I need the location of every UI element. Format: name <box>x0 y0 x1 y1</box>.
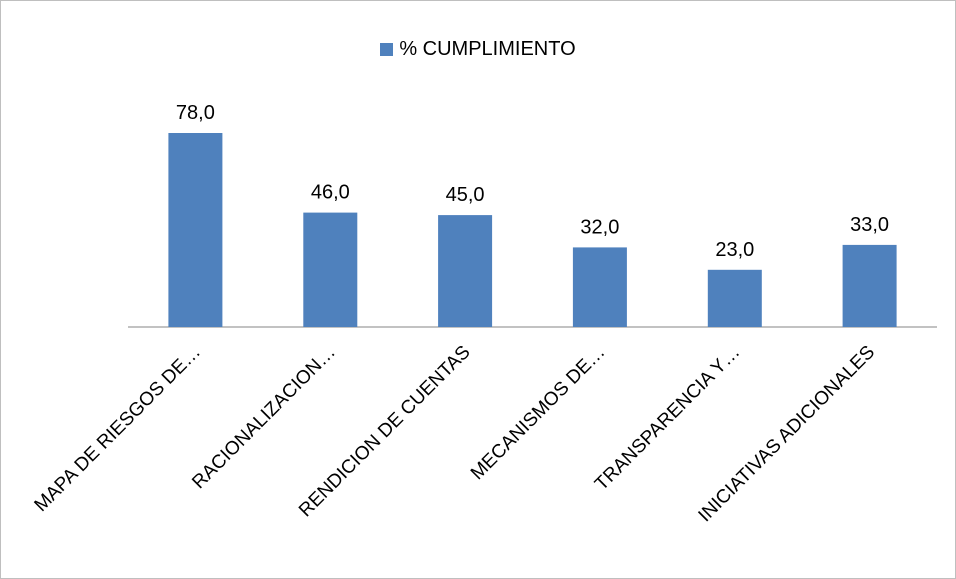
bar <box>842 244 897 327</box>
legend-label: % CUMPLIMIENTO <box>399 38 576 60</box>
data-label: 33,0 <box>850 214 889 236</box>
data-label: 45,0 <box>446 184 485 206</box>
data-label: 78,0 <box>176 102 215 124</box>
category-label: MAPA DE RIESGOS DE… <box>31 342 205 516</box>
legend-swatch <box>380 43 394 56</box>
bar <box>572 247 627 327</box>
category-label: MECANISMOS DE… <box>467 342 610 485</box>
bar <box>303 212 358 327</box>
bar <box>438 215 493 327</box>
category-label: RACIONALIZACION… <box>188 342 339 493</box>
data-label: 46,0 <box>311 182 350 204</box>
bar <box>707 269 762 327</box>
bar <box>168 133 223 327</box>
legend: % CUMPLIMIENTO <box>1 38 955 61</box>
data-label: 23,0 <box>715 239 754 261</box>
category-label: TRANSPARENCIA Y… <box>591 342 744 495</box>
data-label: 32,0 <box>580 216 619 238</box>
